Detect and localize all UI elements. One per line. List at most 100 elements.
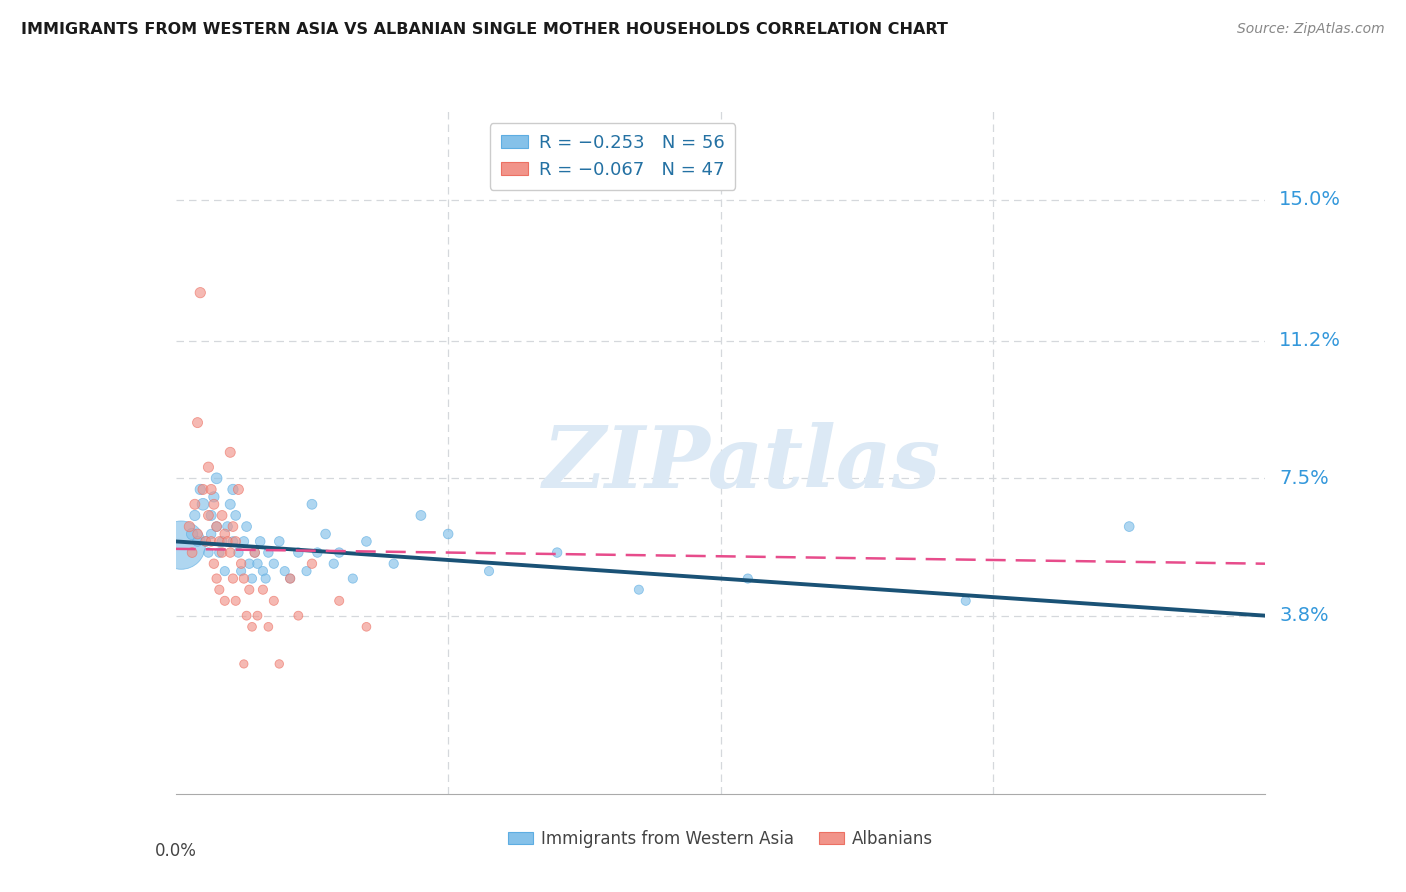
- Point: [240, 572, 263, 586]
- Point: [222, 534, 245, 549]
- Point: [254, 572, 277, 586]
- Point: [179, 519, 201, 533]
- Point: [222, 519, 245, 533]
- Point: [315, 527, 337, 541]
- Point: [249, 534, 271, 549]
- Point: [287, 608, 309, 623]
- Point: [208, 545, 231, 559]
- Point: [257, 620, 280, 634]
- Point: [205, 572, 228, 586]
- Point: [252, 582, 274, 597]
- Point: [238, 582, 260, 597]
- Point: [208, 582, 231, 597]
- Point: [208, 534, 231, 549]
- Point: [231, 557, 253, 571]
- Point: [202, 490, 225, 504]
- Point: [252, 564, 274, 578]
- Point: [186, 527, 209, 541]
- Text: 15.0%: 15.0%: [1279, 190, 1341, 210]
- Point: [217, 534, 239, 549]
- Point: [627, 582, 650, 597]
- Point: [546, 545, 568, 559]
- Point: [222, 483, 245, 497]
- Point: [301, 557, 323, 571]
- Point: [409, 508, 432, 523]
- Point: [181, 545, 204, 559]
- Point: [274, 564, 297, 578]
- Point: [342, 572, 364, 586]
- Point: [263, 594, 285, 608]
- Point: [228, 545, 250, 559]
- Point: [186, 416, 209, 430]
- Point: [211, 508, 233, 523]
- Point: [228, 483, 250, 497]
- Point: [287, 545, 309, 559]
- Point: [235, 519, 257, 533]
- Text: Source: ZipAtlas.com: Source: ZipAtlas.com: [1237, 22, 1385, 37]
- Point: [437, 527, 460, 541]
- Point: [240, 620, 263, 634]
- Point: [194, 534, 217, 549]
- Point: [269, 534, 291, 549]
- Point: [197, 545, 219, 559]
- Point: [243, 545, 266, 559]
- Point: [188, 285, 211, 300]
- Point: [301, 497, 323, 511]
- Point: [263, 557, 285, 571]
- Point: [205, 519, 228, 533]
- Point: [188, 483, 211, 497]
- Point: [184, 508, 207, 523]
- Text: IMMIGRANTS FROM WESTERN ASIA VS ALBANIAN SINGLE MOTHER HOUSEHOLDS CORRELATION CH: IMMIGRANTS FROM WESTERN ASIA VS ALBANIAN…: [21, 22, 948, 37]
- Text: ZIPatlas: ZIPatlas: [543, 423, 942, 506]
- Point: [181, 527, 204, 541]
- Point: [200, 534, 222, 549]
- Point: [225, 594, 247, 608]
- Point: [186, 534, 209, 549]
- Point: [197, 508, 219, 523]
- Point: [328, 594, 350, 608]
- Point: [191, 497, 214, 511]
- Point: [214, 527, 236, 541]
- Point: [222, 572, 245, 586]
- Point: [232, 657, 254, 671]
- Point: [200, 483, 222, 497]
- Point: [219, 445, 242, 459]
- Point: [243, 545, 266, 559]
- Point: [295, 564, 318, 578]
- Point: [269, 657, 291, 671]
- Point: [214, 594, 236, 608]
- Point: [737, 572, 759, 586]
- Point: [225, 534, 247, 549]
- Point: [214, 564, 236, 578]
- Point: [382, 557, 405, 571]
- Point: [356, 534, 378, 549]
- Text: 0.0%: 0.0%: [155, 842, 197, 860]
- Point: [231, 564, 253, 578]
- Point: [232, 534, 254, 549]
- Point: [211, 545, 233, 559]
- Point: [322, 557, 344, 571]
- Point: [202, 497, 225, 511]
- Point: [205, 471, 228, 485]
- Point: [1118, 519, 1140, 533]
- Point: [246, 557, 269, 571]
- Legend: Immigrants from Western Asia, Albanians: Immigrants from Western Asia, Albanians: [501, 823, 941, 855]
- Point: [200, 527, 222, 541]
- Point: [194, 534, 217, 549]
- Point: [955, 594, 977, 608]
- Text: 11.2%: 11.2%: [1279, 332, 1341, 351]
- Point: [202, 557, 225, 571]
- Point: [191, 483, 214, 497]
- Point: [211, 534, 233, 549]
- Point: [328, 545, 350, 559]
- Point: [232, 572, 254, 586]
- Point: [307, 545, 329, 559]
- Point: [170, 538, 193, 552]
- Point: [205, 519, 228, 533]
- Point: [219, 545, 242, 559]
- Point: [197, 460, 219, 475]
- Text: 3.8%: 3.8%: [1279, 607, 1329, 625]
- Point: [238, 557, 260, 571]
- Point: [184, 497, 207, 511]
- Point: [478, 564, 501, 578]
